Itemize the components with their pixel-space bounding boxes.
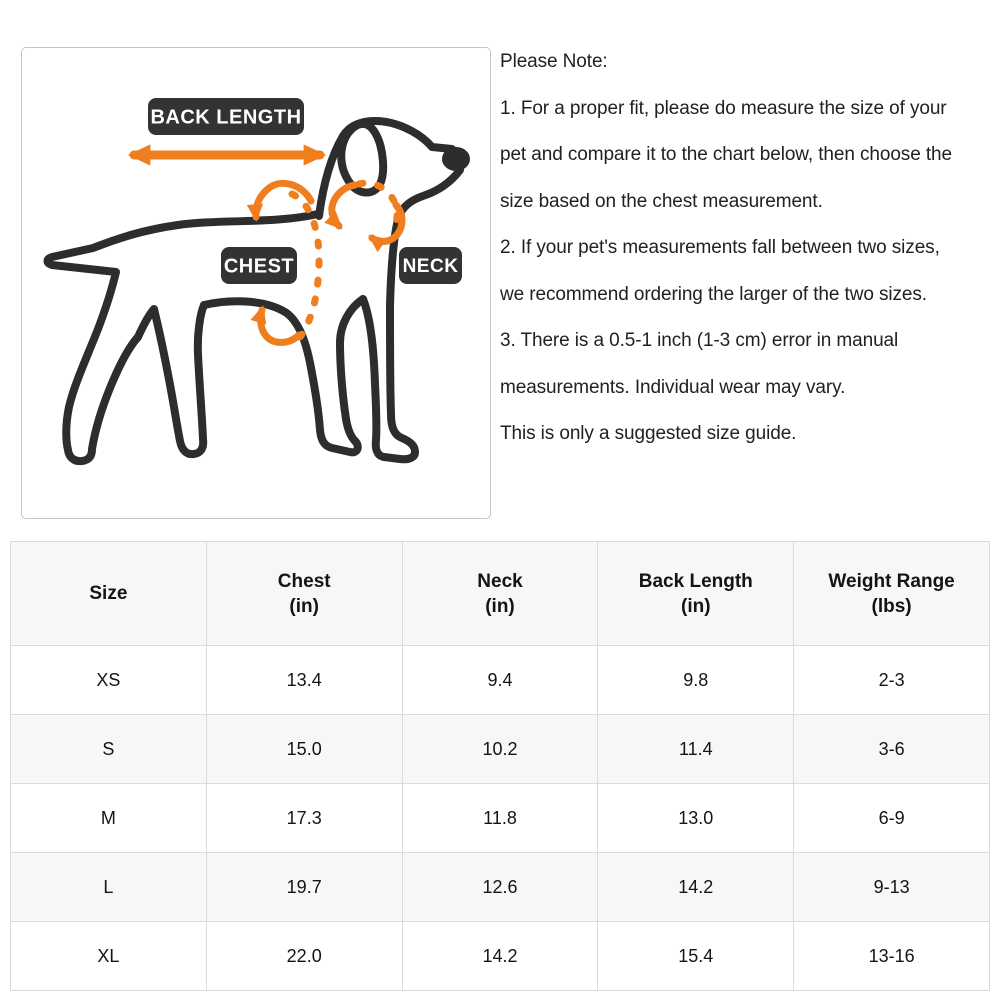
cell-neck: 9.4 xyxy=(401,645,599,715)
column-unit: (lbs) xyxy=(871,595,912,617)
cell-size: XS xyxy=(10,645,207,715)
note-line-3: size based on the chest measurement. xyxy=(500,190,823,212)
measurement-annotations xyxy=(127,144,406,346)
back-length-label: BACK LENGTH xyxy=(148,98,304,135)
dog-illustration-svg: BACK LENGTH CHEST NECK xyxy=(43,98,470,466)
column-label: Neck xyxy=(477,570,523,592)
note-line-4: 2. If your pet's measurements fall betwe… xyxy=(500,237,940,258)
neck-measure-arrow-right xyxy=(368,201,406,253)
note-line-1: 1. For a proper fit, please do measure t… xyxy=(500,97,947,119)
neck-label: NECK xyxy=(399,247,462,284)
neck-measure-dashes xyxy=(355,179,401,236)
column-header-chest: Chest (in) xyxy=(205,541,403,646)
cell-size: S xyxy=(10,714,207,784)
column-label: Size xyxy=(89,583,128,604)
dog-back-tail-rearleg xyxy=(43,210,322,466)
cell-neck: 11.8 xyxy=(401,783,599,853)
table-row-xl: XL 22.0 14.2 15.4 13-16 xyxy=(10,921,990,991)
chest-measure-arrow-top xyxy=(246,180,315,222)
cell-back-length: 9.8 xyxy=(597,645,795,715)
chest-label: CHEST xyxy=(221,247,297,284)
cell-weight: 6-9 xyxy=(793,783,990,853)
cell-size: L xyxy=(10,852,207,922)
cell-back-length: 15.4 xyxy=(597,921,795,991)
dog-belly-near-front-leg xyxy=(200,295,367,457)
cell-size: M xyxy=(10,783,207,853)
cell-size: XL xyxy=(10,921,207,991)
column-unit: (in) xyxy=(289,595,319,617)
dog-jaw-chest-frontleg xyxy=(359,166,464,464)
back-length-label-bg xyxy=(148,98,304,135)
cell-neck: 12.6 xyxy=(401,852,599,922)
chest-measure-arrow-bottom xyxy=(250,305,303,346)
cell-chest: 17.3 xyxy=(205,783,403,853)
note-line-7: measurements. Individual wear may vary. xyxy=(500,376,846,398)
table-row-m: M 17.3 11.8 13.0 6-9 xyxy=(10,783,990,853)
note-line-6: 3. There is a 0.5-1 inch (1-3 cm) error … xyxy=(500,330,899,351)
column-header-size: Size xyxy=(10,541,207,646)
note-line-2: pet and compare it to the chart below, t… xyxy=(500,144,952,165)
table-row-s: S 15.0 10.2 11.4 3-6 xyxy=(10,714,990,784)
cell-weight: 2-3 xyxy=(793,645,990,715)
cell-neck: 14.2 xyxy=(401,921,599,991)
cell-chest: 19.7 xyxy=(205,852,403,922)
neck-label-text: NECK xyxy=(403,256,459,277)
cell-weight: 9-13 xyxy=(793,852,990,922)
column-label: Chest xyxy=(277,570,331,592)
size-chart-table: Size Chest (in) Neck (in) Back Length (i… xyxy=(10,541,990,991)
dog-nose xyxy=(442,147,470,171)
column-unit: (in) xyxy=(485,595,515,617)
column-label: Weight Range xyxy=(828,570,955,592)
cell-chest: 15.0 xyxy=(205,714,403,784)
cell-chest: 22.0 xyxy=(205,921,403,991)
neck-label-bg xyxy=(399,247,462,284)
column-header-weight-range: Weight Range (lbs) xyxy=(793,541,990,646)
note-line-8: This is only a suggested size guide. xyxy=(500,423,797,444)
cell-back-length: 11.4 xyxy=(597,714,795,784)
chest-label-text: CHEST xyxy=(224,256,294,278)
cell-neck: 10.2 xyxy=(401,714,599,784)
neck-measure-arrow-left xyxy=(324,181,359,230)
dog-near-rear-leg xyxy=(134,301,208,459)
table-header-row: Size Chest (in) Neck (in) Back Length (i… xyxy=(10,541,990,646)
column-header-neck: Neck (in) xyxy=(401,541,599,646)
table-row-l: L 19.7 12.6 14.2 9-13 xyxy=(10,852,990,922)
dog-outline xyxy=(43,117,470,466)
cell-back-length: 13.0 xyxy=(597,783,795,853)
note-title: Please Note: xyxy=(500,51,608,72)
cell-back-length: 14.2 xyxy=(597,852,795,922)
note-block: Please Note: 1. For a proper fit, please… xyxy=(500,39,1000,458)
cell-chest: 13.4 xyxy=(205,645,403,715)
cell-weight: 3-6 xyxy=(793,714,990,784)
back-length-label-text: BACK LENGTH xyxy=(150,107,301,129)
column-label: Back Length xyxy=(638,570,753,592)
chest-label-bg xyxy=(221,247,297,284)
cell-weight: 13-16 xyxy=(793,921,990,991)
column-header-back-length: Back Length (in) xyxy=(597,541,795,646)
column-unit: (in) xyxy=(681,595,711,617)
chest-measure-dashes xyxy=(288,190,323,341)
note-line-5: we recommend ordering the larger of the … xyxy=(500,283,927,305)
dog-measurement-diagram: BACK LENGTH CHEST NECK xyxy=(21,47,491,519)
table-row-xs: XS 13.4 9.4 9.8 2-3 xyxy=(10,645,990,715)
